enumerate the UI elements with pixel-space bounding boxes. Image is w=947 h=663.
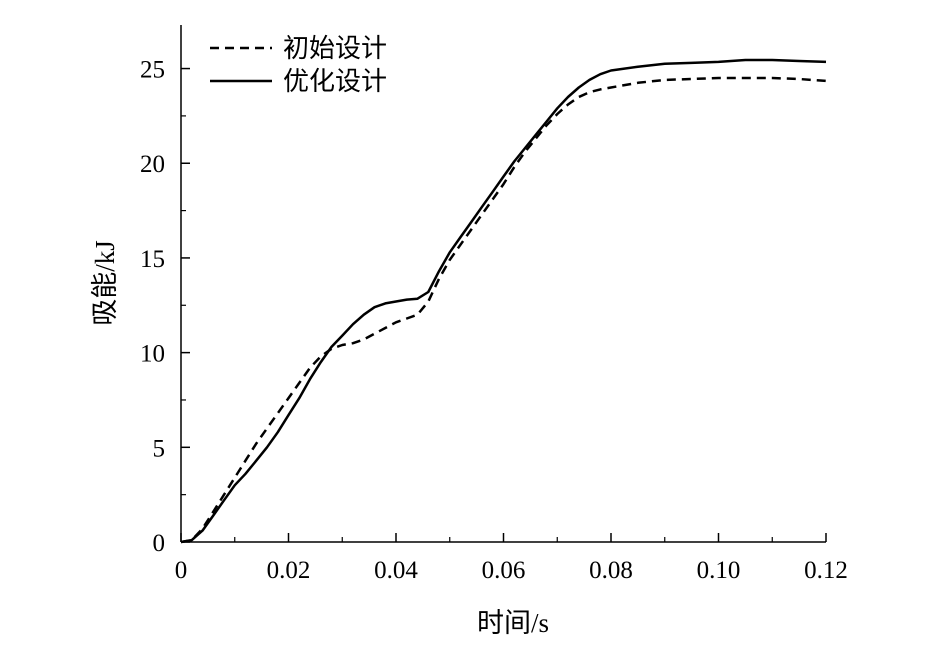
y-tick-label: 0	[153, 530, 166, 557]
y-tick-label: 20	[140, 151, 165, 178]
x-tick-label: 0.10	[697, 557, 741, 584]
legend-label: 优化设计	[283, 67, 387, 96]
x-tick-label: 0.12	[804, 557, 848, 584]
y-tick-label: 10	[140, 341, 165, 368]
x-tick-label: 0.02	[267, 557, 311, 584]
y-tick-label: 15	[140, 246, 165, 273]
y-axis-label: 吸能/kJ	[90, 240, 120, 326]
series-line	[180, 58, 827, 544]
y-tick-label: 5	[153, 435, 166, 462]
series-line	[180, 76, 827, 544]
y-ticks: 0 5 10 15 20 25	[140, 57, 190, 557]
plot-area	[180, 25, 826, 543]
x-axis-label: 时间/s	[477, 608, 549, 638]
x-tick-label: 0	[175, 557, 188, 584]
x-ticks: 0 0.02 0.04 0.06 0.08 0.10 0.12	[175, 533, 848, 584]
legend-label: 初始设计	[283, 34, 387, 63]
x-tick-label: 0.08	[589, 557, 633, 584]
series-layer	[180, 58, 827, 544]
x-tick-label: 0.04	[374, 557, 418, 584]
x-tick-label: 0.06	[482, 557, 526, 584]
y-tick-label: 25	[140, 57, 165, 84]
